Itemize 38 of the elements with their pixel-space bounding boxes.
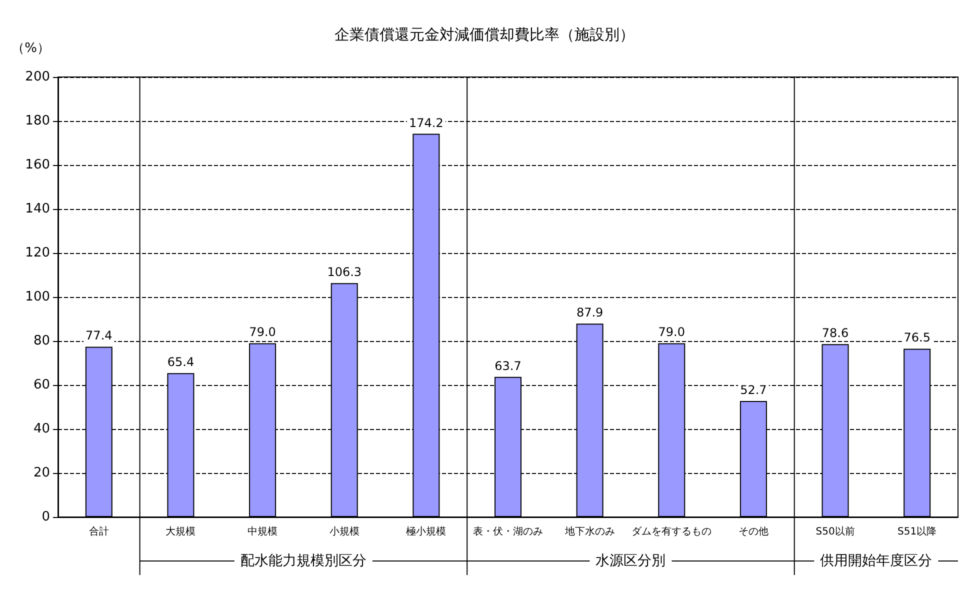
y-tick-label: 0 <box>42 510 50 524</box>
y-tick-label: 60 <box>33 378 50 392</box>
text: 配水能力規模別区分 <box>240 553 366 569</box>
y-tick-label: 100 <box>25 290 50 304</box>
y-tick-label: 20 <box>33 466 50 480</box>
y-tick-label: 160 <box>25 158 50 172</box>
y-tick-label: 200 <box>25 70 50 84</box>
x-tick-label: 合計 <box>88 526 109 538</box>
data-label: 63.7 <box>494 358 522 373</box>
x-tick-label: 小規模 <box>329 526 360 538</box>
y-tick-label: 180 <box>25 114 50 128</box>
x-tick-label: 大規模 <box>166 526 196 538</box>
y-axis-title: （%） <box>12 41 50 56</box>
y-tick-label: 80 <box>33 334 50 348</box>
text: 水源区分別 <box>596 553 666 569</box>
data-label: 174.2 <box>409 116 444 130</box>
y-tick-label: 120 <box>25 246 50 260</box>
data-label: 106.3 <box>327 265 362 280</box>
data-label: 78.6 <box>822 326 849 340</box>
chart-title: 企業債償還元金対減価償却費比率（施設別） <box>334 26 634 44</box>
x-tick-label: 中規模 <box>248 526 278 538</box>
data-label: 65.4 <box>167 355 194 370</box>
y-tick-label: 140 <box>25 202 50 216</box>
data-label: 76.5 <box>904 330 930 345</box>
x-tick-label: その他 <box>738 526 768 538</box>
data-label: 79.0 <box>658 325 685 340</box>
text: 供用開始年度区分 <box>820 553 932 569</box>
y-tick-label: 40 <box>33 422 50 436</box>
x-tick-label: 極小規模 <box>406 526 446 538</box>
data-label: 87.9 <box>576 306 604 320</box>
x-tick-label: 表・伏・湖のみ <box>473 526 543 538</box>
data-label: 77.4 <box>86 328 112 343</box>
x-tick-label: S51以降 <box>898 526 937 538</box>
x-tick-label: S50以前 <box>816 526 855 538</box>
x-tick-label: 地下水のみ <box>564 526 615 538</box>
data-label: 52.7 <box>740 383 767 398</box>
data-label: 79.0 <box>249 325 276 340</box>
x-tick-label: ダムを有するもの <box>632 526 712 538</box>
